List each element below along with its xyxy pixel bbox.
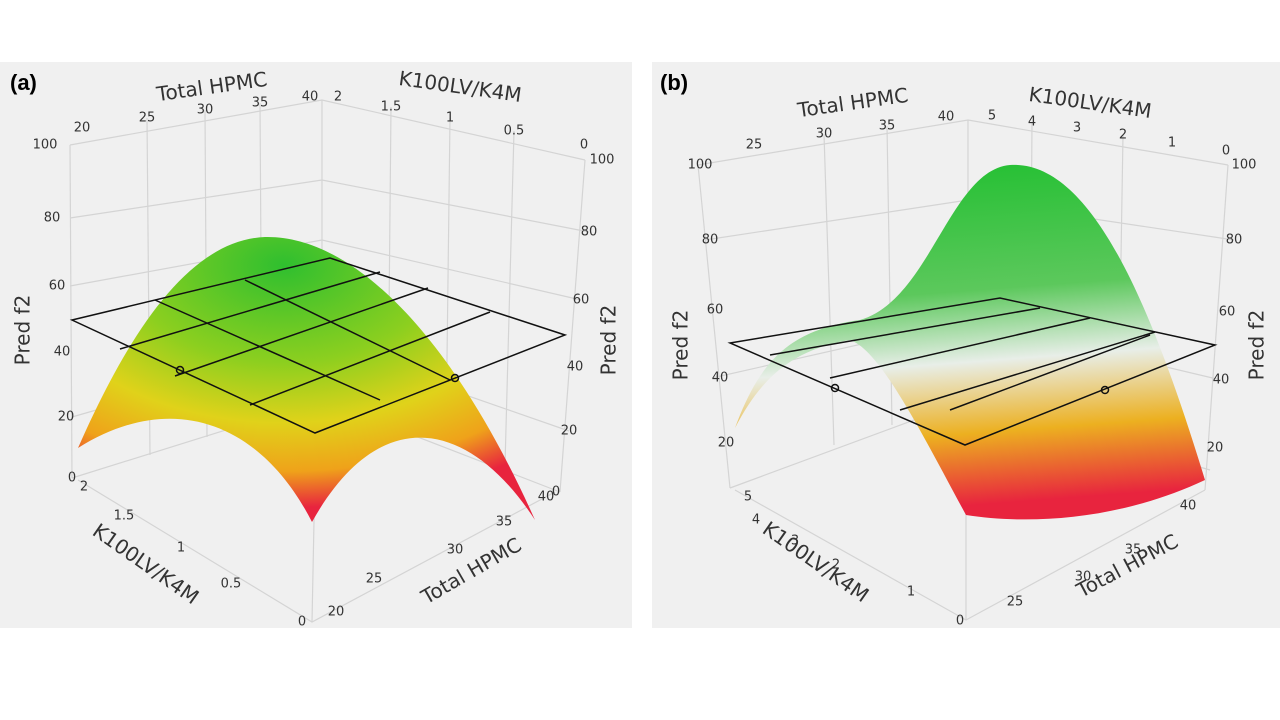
tick-label: 100 [688,158,713,173]
tick-label: 25 [746,138,763,153]
tick-label: 4 [752,513,760,528]
tick-label: 100 [33,138,58,153]
tick-label: 20 [561,424,578,439]
tick-label: 1.5 [381,100,402,115]
tick-label: 40 [538,490,555,505]
tick-label: 20 [74,121,91,136]
tick-label: 1 [446,111,454,126]
tick-label: 20 [1207,441,1224,456]
tick-label: 20 [718,436,735,451]
grid-plane [727,297,1218,446]
tick-label: 25 [139,111,156,126]
tick-label: 0 [298,615,306,630]
tick-label: 2 [334,90,342,105]
tick-label: 2 [80,480,88,495]
tick-label: 5 [744,490,752,505]
tick-label: 25 [366,572,383,587]
tick-label: 0 [956,614,964,629]
tick-label: 60 [573,293,590,308]
tick-label: 5 [988,109,996,124]
tick-label: 35 [252,96,269,111]
surface [735,164,1205,520]
tick-label: 80 [581,225,598,240]
tick-label: 30 [816,127,833,142]
tick-label: 4 [1028,115,1036,130]
tick-label: 30 [447,543,464,558]
tick-label: 40 [938,110,955,125]
tick-label: 40 [302,90,319,105]
tick-label: 60 [49,279,66,294]
axis-title: Pred f2 [1245,310,1269,381]
tick-label: 0 [552,485,560,500]
tick-label: 20 [328,605,345,620]
tick-label: 1 [177,541,185,556]
panel-label: (a) [10,70,37,95]
tick-label: 1 [1168,136,1176,151]
tick-label: 40 [1180,499,1197,514]
tick-label: 25 [1007,595,1024,610]
tick-label: 40 [712,371,729,386]
surface [78,236,535,523]
tick-label: 0.5 [221,577,242,592]
tick-label: 80 [44,211,61,226]
axis-title: Pred f2 [11,295,35,366]
tick-label: 40 [54,345,71,360]
panel-label: (b) [660,70,688,95]
tick-label: 40 [567,360,584,375]
tick-label: 2 [832,558,840,573]
axis-title: Pred f2 [597,305,621,376]
tick-label: 80 [702,233,719,248]
tick-label: 35 [1125,543,1142,558]
tick-label: 60 [1219,305,1236,320]
axis-title: Pred f2 [669,310,693,381]
tick-label: 35 [496,515,513,530]
tick-label: 80 [1226,233,1243,248]
tick-label: 0 [1222,144,1230,159]
tick-label: 60 [707,303,724,318]
tick-label: 0 [580,138,588,153]
tick-label: 0.5 [504,124,525,139]
tick-label: 1 [907,585,915,600]
tick-label: 30 [197,103,214,118]
tick-label: 40 [1213,373,1230,388]
tick-label: 35 [879,119,896,134]
tick-label: 3 [791,534,799,549]
grid-plane [69,257,568,434]
tick-label: 20 [58,410,75,425]
tick-label: 30 [1075,570,1092,585]
tick-label: 2 [1119,128,1127,143]
tick-label: 100 [1232,158,1257,173]
tick-label: 0 [68,471,76,486]
tick-label: 1.5 [114,509,135,524]
tick-label: 100 [590,153,615,168]
tick-label: 3 [1073,121,1081,136]
